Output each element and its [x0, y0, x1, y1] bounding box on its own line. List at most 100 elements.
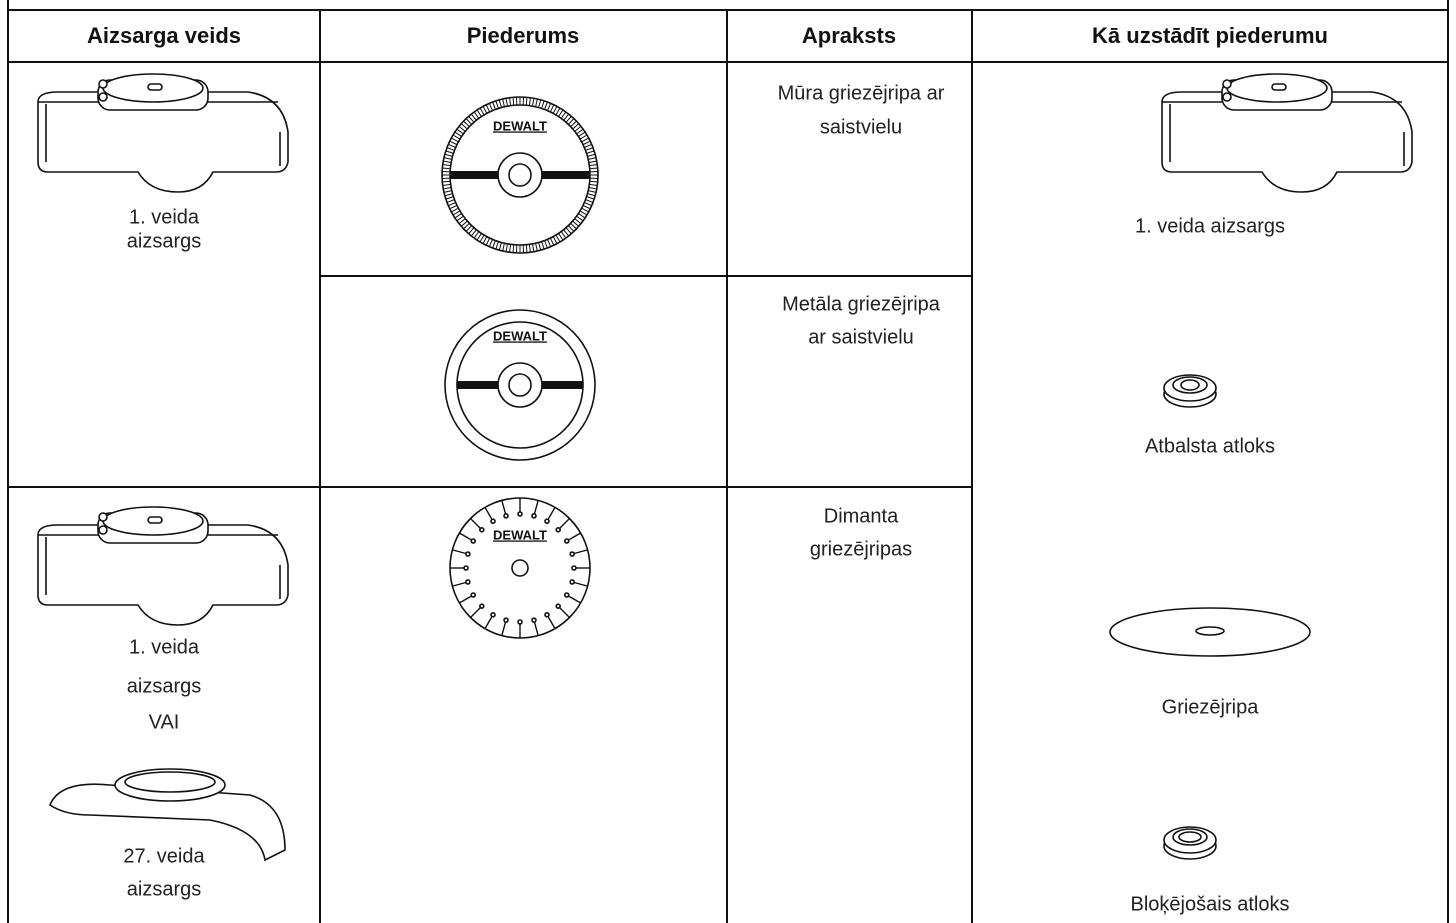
description: ar saistvielu: [808, 326, 914, 348]
guard-clamp: [1271, 83, 1287, 91]
disc-knurl: [588, 160, 597, 163]
disc-knurl: [449, 140, 458, 146]
guard-clamp: [147, 516, 163, 524]
header-cell: Aizsarga veids: [87, 23, 241, 48]
disc-knurl: [458, 218, 466, 225]
disc-knurl: [512, 244, 515, 253]
disc-slot: [501, 621, 507, 636]
table-grid: [7, 0, 1449, 923]
disc-knurl: [470, 113, 477, 121]
disc-slot: [533, 500, 539, 515]
disc-knurl: [476, 109, 482, 117]
disc-knurl: [451, 207, 459, 213]
disc-knurl: [473, 111, 480, 119]
disc-knurl: [465, 118, 472, 125]
description: griezējripas: [810, 538, 912, 560]
disc-knurl: [555, 107, 561, 116]
disc-knurl: [579, 210, 588, 216]
guard-drawing: [1161, 91, 1413, 193]
disc-slot-end: [571, 565, 577, 571]
disc-knurl: [570, 223, 577, 230]
disc-slot-end: [465, 579, 471, 585]
disc-knurl: [443, 187, 452, 190]
disc-knurl: [528, 244, 531, 253]
disc-hub: [508, 373, 532, 397]
disc-knurl: [446, 147, 455, 151]
disc-slot-end: [479, 603, 485, 609]
disc-knurl: [460, 220, 468, 227]
disc-slot: [547, 507, 556, 520]
disc-knurl: [443, 160, 452, 163]
disc-knurl: [463, 120, 470, 127]
disc-slot-end: [531, 617, 537, 623]
disc-hub: [511, 559, 529, 577]
disc-knurl: [443, 190, 452, 193]
disc-knurl: [468, 227, 475, 235]
disc-knurl: [460, 123, 468, 130]
disc-knurl: [498, 242, 502, 251]
disc-knurl: [565, 227, 572, 235]
disc-slot-end: [531, 513, 537, 519]
disc-knurl: [587, 153, 596, 157]
disc-knurl: [443, 157, 452, 160]
disc-knurl: [579, 134, 588, 140]
disc-knurl: [535, 98, 538, 107]
disc-knurl: [563, 113, 570, 121]
disc-knurl: [502, 98, 505, 107]
disc-knurl: [547, 239, 552, 247]
disc-slot-end: [490, 518, 496, 525]
guard-label: aizsargs: [127, 230, 201, 252]
disc-knurl: [541, 241, 545, 250]
disc-slot: [452, 549, 467, 555]
disc-knurl: [505, 243, 508, 252]
flange-drawing: [1180, 379, 1200, 391]
disc-knurl: [589, 183, 598, 186]
disc-knurl: [442, 164, 451, 167]
disc-knurl: [541, 100, 545, 109]
disc-knurl: [572, 220, 580, 227]
disc-knurl: [552, 106, 558, 114]
disc-knurl: [512, 97, 515, 106]
guard-clamp: [147, 83, 163, 91]
disc-knurl: [584, 143, 592, 148]
guard-screw: [98, 525, 108, 535]
disc-knurl: [589, 180, 598, 183]
disc-knurl: [456, 215, 464, 222]
illustrations: DEWALT DEWALT DEWALT: [37, 73, 1413, 862]
disc-knurl: [578, 131, 586, 137]
disc-knurl: [448, 202, 456, 207]
disc-knurl: [468, 115, 475, 123]
disc-slot-end: [563, 592, 570, 598]
disc-knurl: [584, 202, 592, 207]
disc-knurl: [452, 210, 461, 216]
disc-knurl: [492, 101, 496, 110]
disc-knurl: [442, 167, 451, 170]
guard-label: aizsargs: [127, 878, 201, 900]
flange-drawing: [1178, 831, 1202, 843]
disc-knurl: [495, 100, 499, 109]
disc-knurl: [442, 180, 451, 183]
disc-knurl: [589, 164, 598, 167]
mounting-label: Griezējripa: [1162, 696, 1260, 718]
disc-slot: [547, 616, 556, 629]
disc-knurl: [552, 236, 558, 244]
disc-slot: [568, 532, 581, 541]
guard-drawing: [49, 783, 286, 862]
disc-slot-end: [479, 527, 485, 533]
brand-logo: DEWALT: [493, 118, 547, 133]
disc-knurl: [525, 244, 528, 253]
disc-knurl: [568, 118, 575, 125]
disc-knurl: [565, 115, 572, 123]
disc-knurl: [549, 237, 555, 246]
guard-screw: [98, 92, 108, 102]
disc-slot: [484, 507, 493, 520]
disc-knurl: [588, 187, 597, 190]
disc-knurl: [485, 237, 491, 246]
disc-knurl: [509, 97, 512, 106]
disc-slot: [484, 616, 493, 629]
disc-knurl: [445, 150, 454, 154]
disc-knurl: [444, 193, 453, 197]
disc-knurl: [586, 150, 595, 154]
disc-slot-end: [544, 611, 550, 618]
disc-knurl: [452, 134, 461, 140]
